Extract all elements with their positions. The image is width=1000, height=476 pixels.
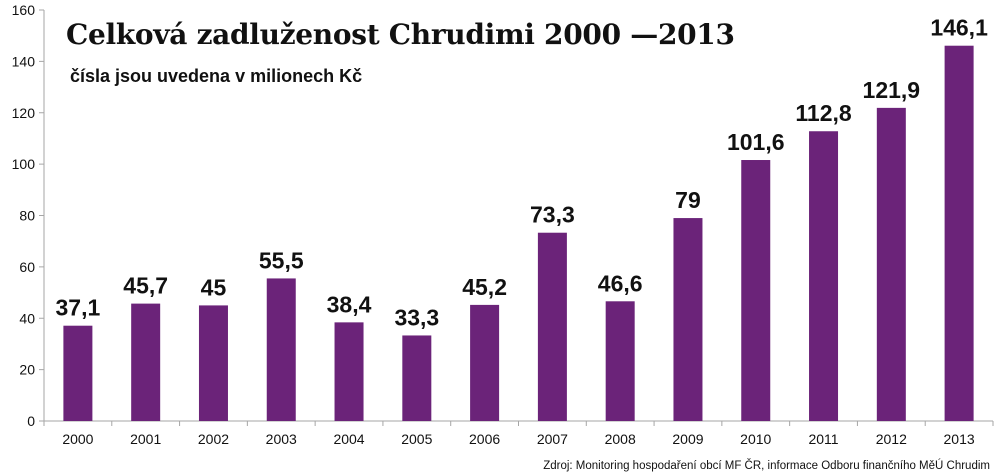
y-tick-label: 0 — [27, 413, 35, 429]
bar — [809, 131, 839, 421]
data-label: 79 — [675, 187, 701, 213]
data-label: 45,7 — [123, 273, 168, 299]
x-tick-label: 2002 — [198, 431, 229, 447]
data-label: 101,6 — [727, 129, 785, 155]
data-label: 45,2 — [462, 274, 507, 300]
bar — [131, 303, 161, 421]
y-tick-label: 120 — [12, 105, 36, 121]
bar — [876, 107, 906, 421]
bar — [537, 232, 567, 421]
chart-subtitle: čísla jsou uvedena v milionech Kč — [70, 66, 363, 86]
x-tick-label: 2007 — [537, 431, 568, 447]
x-tick-label: 2004 — [333, 431, 364, 447]
x-tick-label: 2008 — [605, 431, 636, 447]
y-tick-label: 20 — [19, 362, 35, 378]
x-tick-label: 2009 — [672, 431, 703, 447]
data-label: 45 — [201, 274, 227, 300]
source-note: Zdroj: Monitoring hospodaření obcí MF ČR… — [543, 460, 990, 472]
bar — [266, 278, 296, 421]
y-tick-label: 140 — [12, 53, 36, 69]
x-tick-label: 2012 — [876, 431, 907, 447]
bar — [63, 325, 93, 421]
x-tick-label: 2003 — [266, 431, 297, 447]
y-tick-label: 60 — [19, 259, 35, 275]
x-tick-label: 2013 — [944, 431, 975, 447]
chart-title: Celková zadluženost Chrudimi 2000 —2013 — [66, 18, 735, 51]
x-tick-label: 2005 — [401, 431, 432, 447]
y-tick-label: 160 — [12, 2, 36, 18]
bar — [334, 322, 364, 421]
x-tick-label: 2001 — [130, 431, 161, 447]
y-tick-label: 80 — [19, 208, 35, 224]
data-label: 37,1 — [56, 295, 101, 321]
bar — [402, 335, 432, 421]
data-label: 38,4 — [327, 291, 372, 317]
data-label: 121,9 — [863, 77, 921, 103]
bar — [198, 305, 228, 421]
x-tick-label: 2010 — [740, 431, 771, 447]
bar — [673, 218, 703, 421]
bar — [605, 301, 635, 421]
y-tick-label: 40 — [19, 310, 35, 326]
x-tick-label: 2006 — [469, 431, 500, 447]
data-label: 33,3 — [394, 304, 439, 330]
data-label: 73,3 — [530, 202, 575, 228]
bar — [944, 45, 974, 421]
bar — [741, 160, 771, 421]
y-tick-label: 100 — [12, 156, 36, 172]
bar — [470, 304, 500, 421]
x-tick-label: 2011 — [808, 431, 838, 447]
data-label: 112,8 — [795, 100, 851, 126]
data-label: 46,6 — [598, 270, 643, 296]
data-label: 146,1 — [930, 15, 988, 41]
x-tick-label: 2000 — [62, 431, 93, 447]
data-label: 55,5 — [259, 247, 304, 273]
